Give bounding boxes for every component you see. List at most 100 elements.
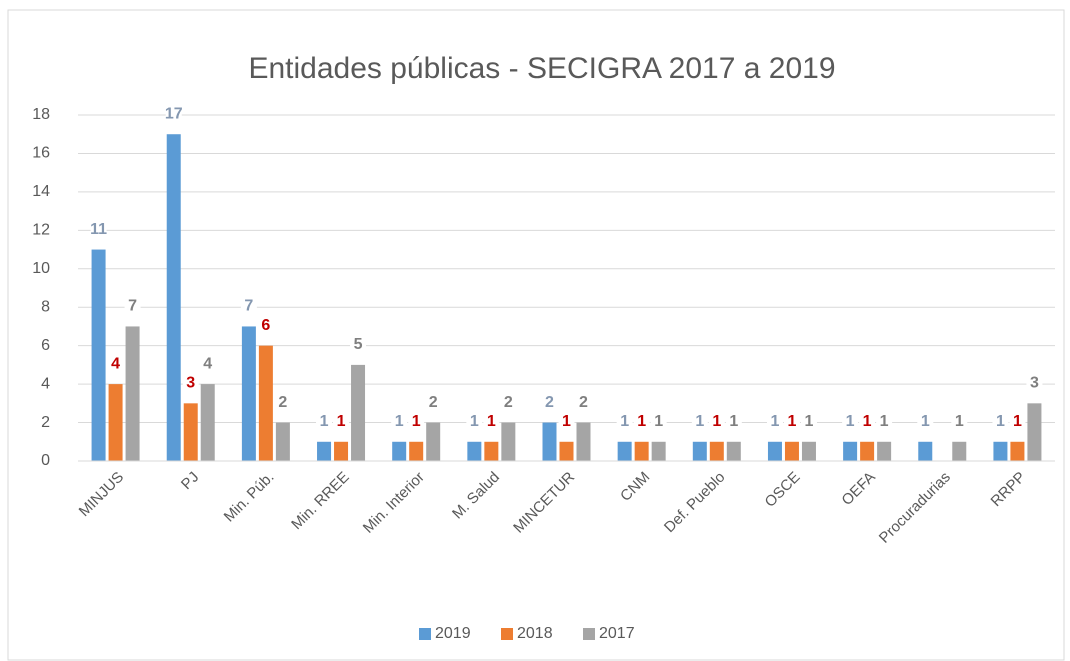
bar xyxy=(125,326,140,461)
value-label-bg xyxy=(107,353,124,376)
value-label: 1 xyxy=(955,413,964,430)
value-label: 6 xyxy=(261,317,270,334)
bar xyxy=(542,422,557,461)
value-label: 1 xyxy=(771,413,780,430)
y-tick-label: 10 xyxy=(32,260,50,277)
value-label-bg xyxy=(90,218,107,241)
value-label-bg xyxy=(483,410,500,433)
value-label: 1 xyxy=(487,413,496,430)
value-label-bg xyxy=(274,391,291,414)
y-tick-label: 12 xyxy=(32,222,50,239)
value-label-bg xyxy=(425,391,442,414)
bar xyxy=(952,441,967,461)
bar xyxy=(241,326,256,461)
value-label-bg xyxy=(783,410,800,433)
value-label: 7 xyxy=(244,298,253,315)
chart-title: Entidades públicas - SECIGRA 2017 a 2019 xyxy=(248,52,835,85)
value-label: 2 xyxy=(545,394,554,411)
legend-label: 2018 xyxy=(517,625,553,642)
value-label: 2 xyxy=(278,394,287,411)
value-label-bg xyxy=(842,410,859,433)
value-label: 1 xyxy=(996,413,1005,430)
value-label: 1 xyxy=(337,413,346,430)
value-label-bg xyxy=(1026,372,1043,395)
bar xyxy=(258,345,273,461)
value-label-bg xyxy=(558,410,575,433)
value-label: 1 xyxy=(637,413,646,430)
y-tick-label: 16 xyxy=(32,145,50,162)
bar xyxy=(166,134,181,461)
y-tick-label: 8 xyxy=(41,298,50,315)
value-label: 1 xyxy=(712,413,721,430)
value-label-bg xyxy=(876,410,893,433)
value-label-bg xyxy=(616,410,633,433)
value-label: 1 xyxy=(562,413,571,430)
bar xyxy=(501,422,516,461)
value-label-bg xyxy=(240,295,257,318)
bar xyxy=(692,441,707,461)
y-tick-label: 14 xyxy=(32,183,50,200)
bar xyxy=(351,364,366,461)
legend-swatch xyxy=(583,628,595,640)
value-label-bg xyxy=(725,410,742,433)
value-label-bg xyxy=(408,410,425,433)
bar xyxy=(1027,403,1042,461)
value-label-bg xyxy=(650,410,667,433)
value-label: 1 xyxy=(1013,413,1022,430)
legend-label: 2017 xyxy=(599,625,635,642)
value-label: 7 xyxy=(128,298,137,315)
bar xyxy=(634,441,649,461)
value-label: 5 xyxy=(354,336,363,353)
bar xyxy=(409,441,424,461)
value-label: 1 xyxy=(412,413,421,430)
value-label-bg xyxy=(391,410,408,433)
value-label: 1 xyxy=(805,413,814,430)
bar xyxy=(1010,441,1025,461)
legend-label: 2019 xyxy=(435,625,471,642)
value-label: 2 xyxy=(579,394,588,411)
y-tick-label: 2 xyxy=(41,414,50,431)
value-label: 1 xyxy=(695,413,704,430)
value-label: 1 xyxy=(921,413,930,430)
value-label-bg xyxy=(951,410,968,433)
bar xyxy=(426,422,441,461)
bar xyxy=(877,441,892,461)
legend-swatch xyxy=(419,628,431,640)
chart-border xyxy=(7,9,1065,661)
value-label: 11 xyxy=(90,221,107,238)
value-label-bg xyxy=(859,410,876,433)
y-tick-label: 6 xyxy=(41,337,50,354)
y-tick-label: 4 xyxy=(41,375,50,392)
value-label: 1 xyxy=(788,413,797,430)
value-label-bg xyxy=(333,410,350,433)
bar xyxy=(275,422,290,461)
bar xyxy=(918,441,933,461)
value-label-bg xyxy=(575,391,592,414)
value-label: 17 xyxy=(165,105,183,122)
y-tick-label: 18 xyxy=(32,106,50,123)
value-label-bg xyxy=(633,410,650,433)
value-label: 1 xyxy=(320,413,329,430)
value-label: 1 xyxy=(846,413,855,430)
value-label-bg xyxy=(466,410,483,433)
bar xyxy=(317,441,332,461)
value-label: 2 xyxy=(504,394,513,411)
bar xyxy=(709,441,724,461)
value-label: 1 xyxy=(395,413,404,430)
value-label-bg xyxy=(316,410,333,433)
value-label-bg xyxy=(800,410,817,433)
value-label-bg xyxy=(992,410,1009,433)
value-label: 1 xyxy=(654,413,663,430)
value-label-bg xyxy=(350,333,367,356)
bar xyxy=(576,422,591,461)
bar xyxy=(559,441,574,461)
value-label: 1 xyxy=(880,413,889,430)
value-label-bg xyxy=(691,410,708,433)
bar xyxy=(91,249,106,461)
bar xyxy=(617,441,632,461)
value-label: 1 xyxy=(470,413,479,430)
value-label-bg xyxy=(124,295,141,318)
bar xyxy=(651,441,666,461)
bar xyxy=(801,441,816,461)
